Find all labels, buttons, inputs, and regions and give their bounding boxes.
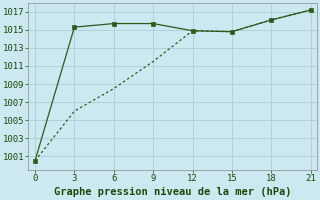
X-axis label: Graphe pression niveau de la mer (hPa): Graphe pression niveau de la mer (hPa) bbox=[54, 187, 292, 197]
